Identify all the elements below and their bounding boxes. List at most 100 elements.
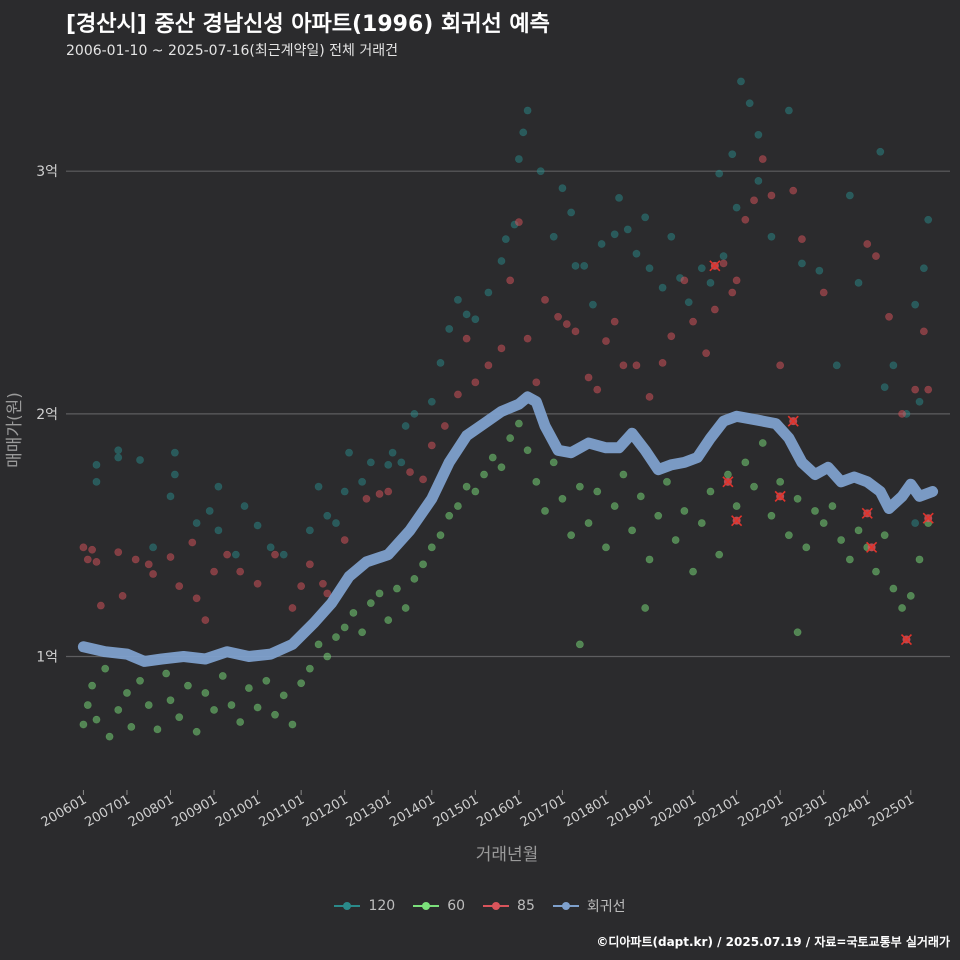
data-point-85 (767, 191, 776, 200)
data-point-85 (702, 349, 711, 358)
data-point-85 (118, 591, 127, 600)
data-point-120 (136, 456, 144, 464)
data-point-120 (484, 288, 493, 297)
data-point-60 (758, 439, 767, 447)
data-point-85 (175, 582, 184, 591)
x-tick-label: 200701 (82, 792, 132, 830)
data-point-85 (602, 337, 610, 345)
data-point-85 (440, 422, 449, 430)
data-point-60 (127, 723, 136, 731)
x-tick-label: 202301 (779, 792, 829, 830)
data-point-120 (737, 77, 745, 86)
x-tick-label: 200801 (126, 792, 176, 830)
data-point-60 (454, 502, 462, 510)
y-axis-label: 매매가(원) (5, 392, 25, 468)
highlight-cross-icon (787, 415, 799, 427)
data-point-120 (911, 300, 920, 309)
data-point-85 (375, 490, 384, 498)
data-point-60 (636, 492, 645, 501)
data-point-60 (793, 628, 802, 637)
data-point-60 (323, 652, 332, 661)
data-point-60 (401, 604, 410, 612)
data-point-120 (253, 521, 262, 530)
highlight-cross-icon (866, 541, 878, 553)
data-point-120 (114, 446, 123, 455)
data-point-120 (880, 383, 889, 392)
data-point-85 (114, 548, 123, 557)
data-point-85 (427, 441, 436, 450)
data-point-60 (732, 502, 741, 510)
data-point-85 (210, 567, 218, 576)
data-point-120 (192, 519, 201, 527)
data-point-60 (153, 725, 162, 734)
data-point-60 (541, 507, 549, 515)
data-point-120 (536, 167, 545, 176)
legend-item-120[interactable]: 120 (334, 896, 395, 916)
data-point-60 (244, 684, 253, 692)
x-tick-label: 200901 (170, 792, 220, 830)
data-point-60 (715, 550, 724, 559)
data-point-120 (388, 448, 397, 457)
data-point-60 (593, 487, 602, 496)
data-point-120 (715, 169, 724, 178)
data-point-60 (706, 487, 715, 496)
data-point-60 (724, 470, 732, 479)
data-point-120 (445, 325, 454, 333)
data-point-60 (279, 691, 288, 700)
data-point-60 (689, 567, 697, 576)
data-point-60 (558, 494, 567, 503)
x-tick-label: 201501 (431, 792, 481, 830)
data-point-85 (719, 259, 728, 268)
data-point-60 (663, 477, 671, 486)
data-point-60 (136, 676, 144, 685)
data-point-85 (253, 579, 262, 588)
data-point-120 (314, 482, 323, 491)
legend-key-icon (483, 900, 510, 912)
data-point-120 (170, 470, 179, 479)
data-point-60 (101, 664, 110, 673)
data-point-60 (767, 511, 776, 520)
data-point-60 (114, 706, 123, 714)
data-point-120 (523, 106, 532, 115)
x-tick-label: 201701 (518, 792, 568, 830)
x-tick-label: 201901 (605, 792, 655, 830)
data-point-120 (832, 361, 841, 370)
data-point-120 (366, 458, 375, 467)
legend-item-85[interactable]: 85 (483, 896, 535, 916)
data-point-120 (919, 264, 928, 273)
data-point-60 (602, 543, 610, 552)
data-point-60 (366, 599, 375, 608)
data-point-85 (732, 276, 741, 285)
data-point-60 (184, 681, 192, 690)
data-point-120 (845, 191, 854, 200)
highlight-cross-icon (709, 260, 721, 272)
data-point-85 (789, 186, 798, 195)
data-point-85 (88, 545, 97, 554)
data-point-120 (205, 507, 214, 515)
data-point-60 (671, 536, 680, 544)
data-point-60 (845, 555, 854, 564)
data-point-60 (697, 519, 706, 527)
data-point-85 (658, 359, 667, 367)
regression-line (77, 391, 939, 667)
data-point-60 (680, 507, 689, 515)
data-point-60 (915, 555, 924, 564)
x-tick-label: 202401 (823, 792, 873, 830)
data-point-85 (223, 550, 232, 559)
data-point-85 (680, 276, 689, 285)
data-point-60 (227, 701, 236, 709)
data-point-120 (497, 257, 506, 265)
data-point-60 (628, 526, 637, 535)
data-point-120 (632, 249, 641, 258)
data-point-120 (706, 278, 715, 287)
highlight-cross-icon (722, 476, 734, 488)
data-point-60 (297, 679, 306, 688)
data-point-120 (558, 184, 567, 193)
highlight-cross-icon (922, 512, 934, 524)
legend-item-60[interactable]: 60 (413, 896, 465, 916)
data-point-60 (497, 463, 506, 472)
legend-item-regression[interactable]: 회귀선 (552, 896, 626, 916)
data-point-120 (231, 550, 240, 559)
data-point-120 (580, 261, 589, 270)
